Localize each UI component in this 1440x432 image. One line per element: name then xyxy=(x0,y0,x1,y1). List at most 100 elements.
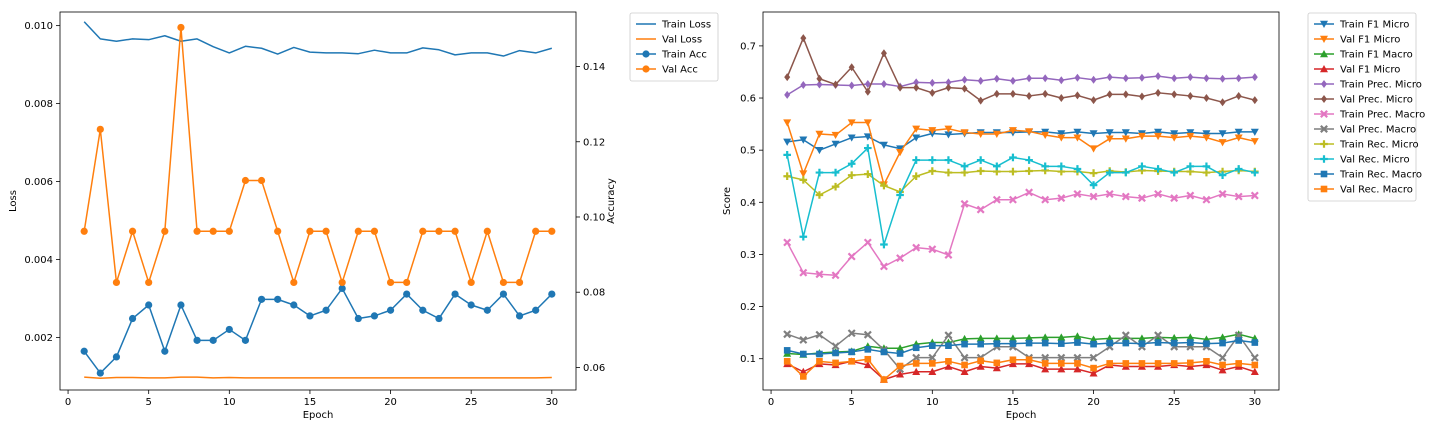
chart1-series-11-val-rec-macro-point-10 xyxy=(945,358,952,365)
chart1-series-4-train-prec-micro-point-11 xyxy=(961,75,968,84)
chart0-series-2-train-acc-point-1 xyxy=(96,369,104,377)
chart1-y-tick-label-3: 0.4 xyxy=(740,198,756,209)
chart1-series-11-val-rec-macro-point-23 xyxy=(1154,360,1162,367)
chart1-series-9-val-rec-micro-point-24 xyxy=(1170,168,1178,177)
chart1-series-5-val-prec-micro-point-18 xyxy=(1074,91,1081,100)
chart1-series-11-val-rec-macro-point-20 xyxy=(1106,360,1113,367)
chart1-x-tick-label-0: 0 xyxy=(768,397,774,408)
chart0-series-3-val-acc-point-2 xyxy=(112,278,121,287)
chart0-y2-tick-label-1: 0.08 xyxy=(583,288,605,299)
chart1-y-tick-label-6: 0.7 xyxy=(740,41,756,52)
chart0-series-0-train-loss-line xyxy=(83,21,553,57)
chart1-legend-entry-10: Train Rec. Macro xyxy=(1314,170,1422,181)
chart1-series-6-train-prec-macro-point-26 xyxy=(1202,195,1211,204)
chart1-series-9-val-rec-micro-point-1 xyxy=(799,232,808,241)
chart1-series-10-train-rec-macro-point-27 xyxy=(1219,339,1226,347)
chart0-series-3-val-acc-point-18 xyxy=(370,227,379,235)
chart1-y-axis-label: Score xyxy=(722,187,733,215)
chart1-series-5-val-prec-micro-point-16 xyxy=(1042,89,1049,98)
chart1-series-11-val-rec-macro-point-17 xyxy=(1058,360,1065,367)
chart1-series-4-train-prec-micro-point-25 xyxy=(1187,73,1194,82)
chart1-legend-entry-3: Val F1 Micro xyxy=(1314,65,1400,76)
chart1-series-4-train-prec-micro-point-2 xyxy=(816,80,823,89)
chart1-series-1-val-f1-micro-point-10 xyxy=(944,125,953,133)
chart0-series-2-train-acc-point-9 xyxy=(225,325,233,334)
chart1-series-5-val-prec-micro-point-2 xyxy=(816,74,823,83)
chart1-series-4-train-prec-micro-point-24 xyxy=(1171,74,1178,83)
chart1-legend-entry-8: Train Rec. Micro xyxy=(1314,140,1419,151)
chart1-series-9-val-rec-micro-point-6 xyxy=(880,240,888,249)
chart1-series-2-train-f1-macro-point-16 xyxy=(1041,333,1050,341)
chart1-series-6-train-prec-macro-point-25 xyxy=(1186,191,1195,200)
chart1-series-4-train-prec-micro-point-10 xyxy=(945,78,952,87)
chart1-series-8-train-rec-micro-point-14 xyxy=(1009,167,1017,176)
chart1-series-11-val-rec-macro-point-22 xyxy=(1138,360,1146,367)
chart0-legend-entry-2-label: Train Acc xyxy=(661,50,707,61)
chart1-series-6-train-prec-macro-point-27 xyxy=(1218,189,1227,198)
chart1-series-0-train-f1-micro-point-3 xyxy=(831,140,840,148)
chart1-series-9-val-rec-micro-point-18 xyxy=(1073,165,1082,173)
chart1-series-10-train-rec-macro-point-26 xyxy=(1203,340,1210,347)
chart1-legend-entry-2-label: Train F1 Macro xyxy=(1339,50,1413,61)
chart1-series-4-train-prec-micro-point-5 xyxy=(864,79,871,88)
chart1-series-9-val-rec-micro-point-4 xyxy=(847,159,856,168)
chart1-series-0-train-f1-micro-point-26 xyxy=(1202,130,1211,138)
chart0-y2-tick-label-3: 0.12 xyxy=(583,137,605,148)
chart0-series-2-train-acc-point-4 xyxy=(145,301,153,309)
chart0-y-tick-label-0: 0.002 xyxy=(24,333,53,344)
chart1-series-9-val-rec-micro-point-8 xyxy=(912,156,920,164)
chart1-series-1-val-f1-micro-point-3 xyxy=(831,131,840,140)
chart1-series-10-train-rec-macro-point-1 xyxy=(800,350,807,358)
chart1-series-10-train-rec-macro-point-17 xyxy=(1058,340,1065,347)
chart1-legend-entry-7: Val Prec. Macro xyxy=(1314,125,1416,136)
chart1-series-7-val-prec-macro-point-17 xyxy=(1057,353,1066,362)
chart1-series-6-train-prec-macro-point-23 xyxy=(1154,189,1163,198)
chart0-legend-entry-3-label: Val Acc xyxy=(662,65,698,76)
chart1-series-1-val-f1-micro-point-0 xyxy=(783,119,792,127)
chart0-series-3-val-acc-point-27 xyxy=(515,278,524,287)
chart0-series-3-val-acc-point-10 xyxy=(241,176,250,185)
chart1-series-10-train-rec-macro-point-23 xyxy=(1154,339,1162,346)
chart1-series-3-val-f1-micro-point-27 xyxy=(1218,366,1227,374)
chart1-series-11-val-rec-macro-point-3 xyxy=(832,359,839,367)
chart1-series-9-val-rec-micro-point-10 xyxy=(944,156,953,164)
chart0-series-2-train-acc-point-2 xyxy=(112,353,121,361)
chart1-series-7-val-prec-macro-point-10 xyxy=(944,331,953,340)
chart1-series-0-train-f1-micro-point-29 xyxy=(1250,128,1259,136)
chart1-series-6-train-prec-macro-point-17 xyxy=(1057,194,1066,203)
chart1-series-1-val-f1-micro-point-2 xyxy=(815,130,824,139)
chart1-series-0-train-f1-micro-point-5 xyxy=(863,133,872,141)
chart1-series-11-val-rec-macro-point-21 xyxy=(1122,360,1130,367)
chart1-series-9-val-rec-micro-point-5 xyxy=(864,144,872,152)
chart0-series-0-train-loss xyxy=(83,21,553,57)
chart1-series-5-val-prec-micro-point-27 xyxy=(1219,98,1226,107)
chart1-series-6-train-prec-macro-point-6 xyxy=(879,262,888,271)
chart1-series-4-train-prec-micro-point-28 xyxy=(1235,74,1242,83)
chart0-series-2-train-acc-point-18 xyxy=(370,312,379,320)
chart0-series-3-val-acc-point-13 xyxy=(290,278,298,287)
chart1-series-9-val-rec-micro-point-2 xyxy=(815,168,824,177)
chart1-series-1-val-f1-micro-point-16 xyxy=(1041,131,1050,140)
chart1-series-10-train-rec-macro-point-2 xyxy=(816,350,823,358)
chart1-series-9-val-rec-micro-point-0 xyxy=(783,151,791,159)
chart0-series-3-val-acc-point-24 xyxy=(467,278,475,287)
chart1-series-8-train-rec-micro-point-0 xyxy=(783,172,791,181)
chart1-legend-entry-11: Val Rec. Macro xyxy=(1314,185,1413,196)
chart1-series-8-train-rec-micro-point-12 xyxy=(976,167,985,175)
chart1-series-2-train-f1-macro-point-17 xyxy=(1057,333,1066,341)
chart0-series-2-train-acc-point-21 xyxy=(419,306,427,314)
chart0-y-tick-label-1: 0.004 xyxy=(24,255,53,266)
chart0-x-tick-label-15: 15 xyxy=(304,397,317,408)
chart1-series-11-val-rec-macro-point-12 xyxy=(977,357,984,365)
chart1-series-7-val-prec-macro-point-19 xyxy=(1089,353,1098,362)
chart0-series-1-val-loss-line xyxy=(84,376,552,380)
chart0-legend-box xyxy=(629,12,719,82)
chart1-series-9-val-rec-micro-point-23 xyxy=(1154,165,1162,173)
chart1-series-1-val-f1-micro-point-14 xyxy=(1008,127,1017,135)
chart1-series-10-train-rec-macro-point-28 xyxy=(1235,337,1242,344)
chart1-legend-entry-5-handle-marker xyxy=(1321,95,1327,103)
chart0-series-3-val-acc-line xyxy=(83,26,552,284)
chart1-series-4-train-prec-micro-point-19 xyxy=(1090,75,1097,84)
chart1-series-8-train-rec-micro-point-9 xyxy=(928,167,937,175)
